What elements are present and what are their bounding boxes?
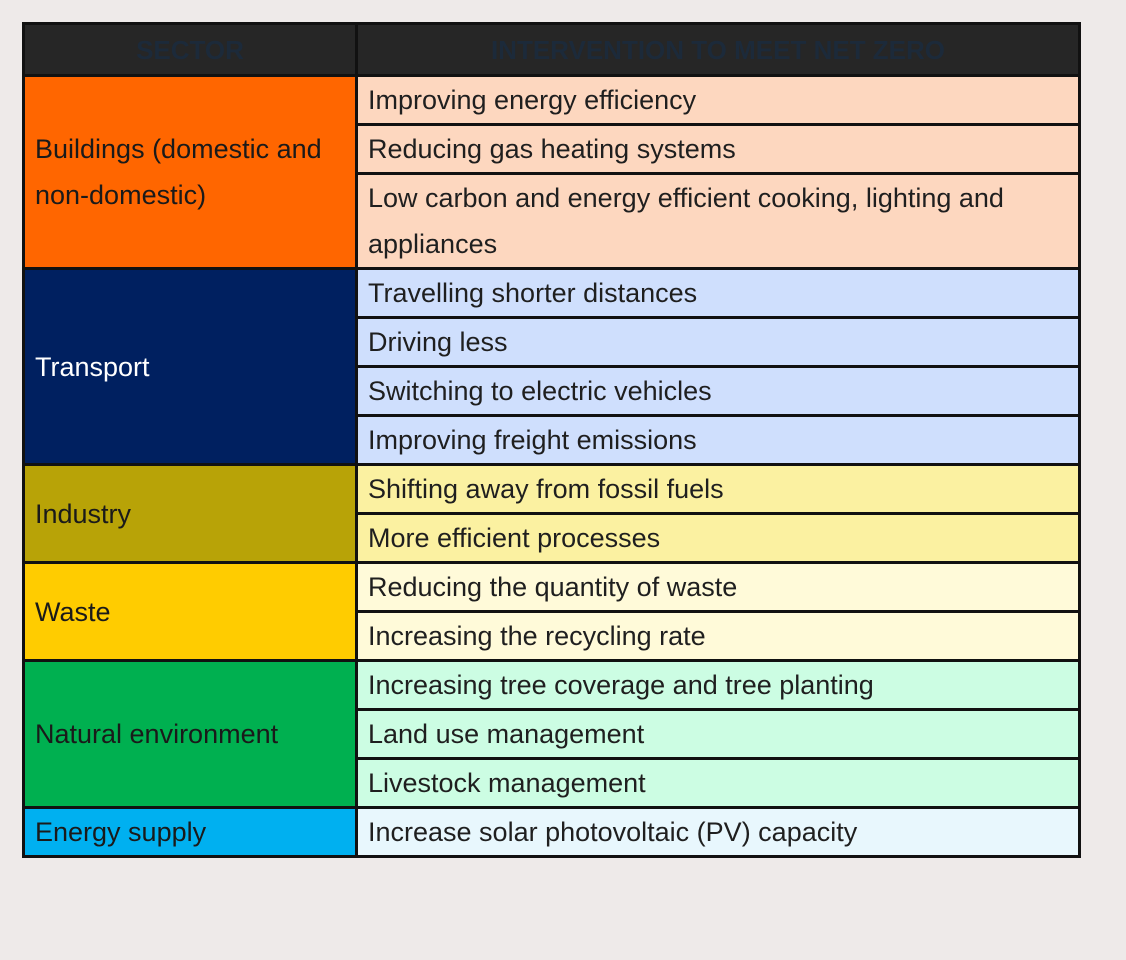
table-row: Industry Shifting away from fossil fuels <box>22 463 1081 564</box>
intervention-cell: Increase solar photovoltaic (PV) capacit… <box>355 806 1081 858</box>
header-intervention: INTERVENTION TO MEET NET ZERO <box>355 22 1081 77</box>
table-row: Livestock management <box>24 757 1081 809</box>
intervention-cell: Improving freight emissions <box>355 414 1081 466</box>
intervention-cell: Reducing gas heating systems <box>355 123 1081 175</box>
intervention-cell: Shifting away from fossil fuels <box>355 463 1081 515</box>
table-body: Buildings (domestic and non-domestic) Imp… <box>22 74 1081 858</box>
net-zero-table-container: SECTOR INTERVENTION TO MEET NET ZERO Bui… <box>22 22 1081 858</box>
sector-cell: Transport <box>22 267 358 466</box>
table-row: Waste Reducing the quantity of waste <box>22 561 1081 662</box>
intervention-cell: Reducing the quantity of waste <box>355 561 1081 613</box>
table-header-row: SECTOR INTERVENTION TO MEET NET ZERO <box>22 22 1081 77</box>
sector-cell: Energy supply <box>22 806 358 858</box>
intervention-cell: Driving less <box>355 316 1081 368</box>
intervention-cell: Increasing tree coverage and tree planti… <box>355 659 1081 711</box>
intervention-cell: Low carbon and energy efficient cooking,… <box>355 172 1081 270</box>
intervention-cell: Switching to electric vehicles <box>355 365 1081 417</box>
intervention-cell: Land use management <box>355 708 1081 760</box>
intervention-cell: Improving energy efficiency <box>355 74 1081 126</box>
table-row: Buildings (domestic and non-domestic) Imp… <box>22 74 1081 270</box>
table-row: Natural environment Increasing tree cover… <box>22 659 1081 809</box>
table-row: More efficient processes <box>24 512 1081 564</box>
table-row: Energy supply Increase solar photovoltaic… <box>22 806 1081 858</box>
net-zero-interventions-table: SECTOR INTERVENTION TO MEET NET ZERO Bui… <box>22 22 1081 858</box>
table-row: Increasing the recycling rate <box>24 610 1081 662</box>
table-row: Transport Travelling shorter distances <box>22 267 1081 466</box>
sector-cell: Industry <box>22 463 358 564</box>
table-row: Switching to electric vehicles <box>24 365 1081 417</box>
intervention-cell: Livestock management <box>355 757 1081 809</box>
sector-cell: Buildings (domestic and non-domestic) <box>22 74 358 270</box>
sector-cell: Waste <box>22 561 358 662</box>
sector-cell: Natural environment <box>22 659 358 809</box>
table-row: Land use management <box>24 708 1081 760</box>
table-row: Low carbon and energy efficient cooking,… <box>24 172 1081 270</box>
intervention-cell: Travelling shorter distances <box>355 267 1081 319</box>
intervention-cell: Increasing the recycling rate <box>355 610 1081 662</box>
table-row: Driving less <box>24 316 1081 368</box>
intervention-cell: More efficient processes <box>355 512 1081 564</box>
table-row: Improving freight emissions <box>24 414 1081 466</box>
header-sector: SECTOR <box>22 22 358 77</box>
table-row: Reducing gas heating systems <box>24 123 1081 175</box>
